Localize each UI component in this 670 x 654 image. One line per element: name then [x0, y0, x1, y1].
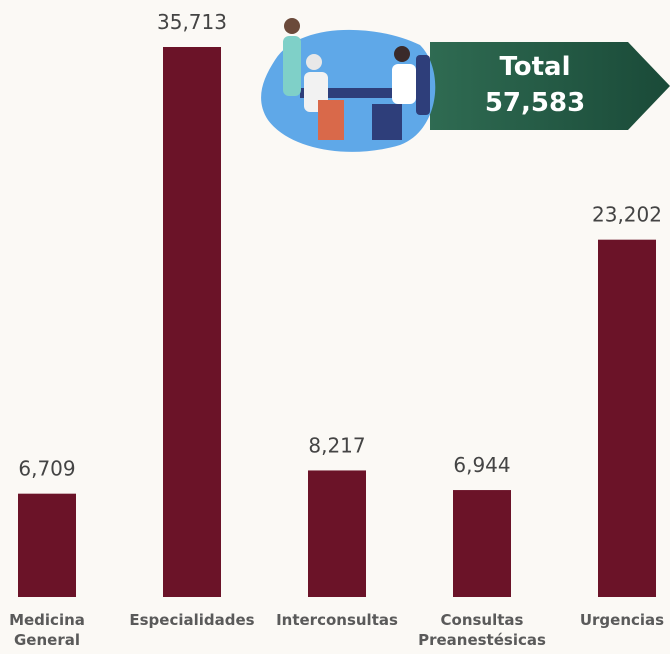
- value-label: 6,944: [453, 453, 510, 477]
- value-label: 23,202: [592, 203, 662, 227]
- total-title: Total: [440, 52, 630, 82]
- value-label: 6,709: [18, 457, 75, 481]
- x-tick-label: Urgencias: [567, 610, 670, 630]
- illustration: [261, 18, 435, 152]
- bar: [308, 470, 366, 597]
- x-tick-label: Consultas Preanestésicas: [412, 610, 552, 650]
- page: 6,709 35,713 8,217 6,944 23,202 Total 57,583…: [0, 0, 670, 654]
- x-tick-label: Especialidades: [122, 610, 262, 630]
- bar: [453, 490, 511, 597]
- bar: [18, 494, 76, 597]
- value-label: 35,713: [157, 10, 227, 34]
- bar: [163, 47, 221, 597]
- x-tick-label: Interconsultas: [267, 610, 407, 630]
- bar: [598, 240, 656, 597]
- x-tick-label: Medicina General: [2, 610, 92, 650]
- value-label: 8,217: [308, 433, 365, 457]
- total-value: 57,583: [440, 88, 630, 118]
